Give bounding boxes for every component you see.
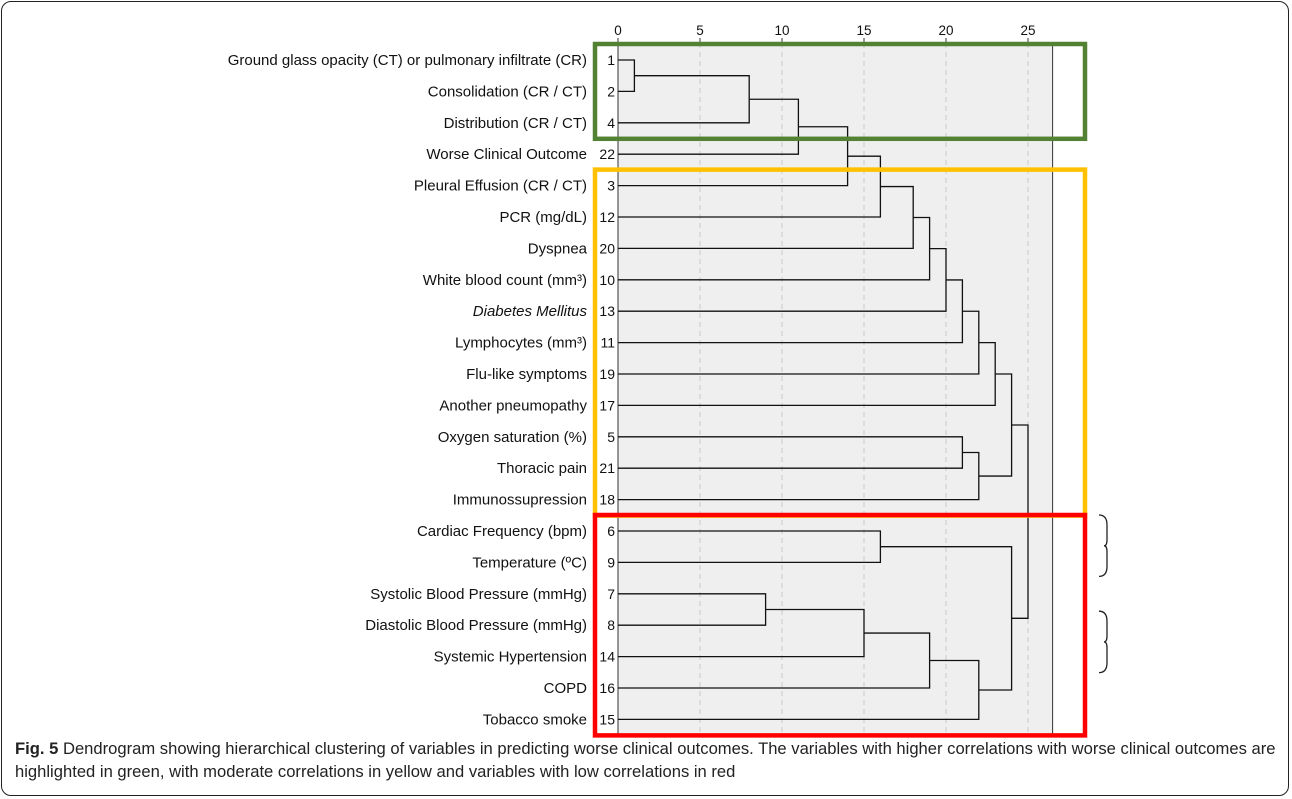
leaf-id: 8 xyxy=(607,617,615,633)
leaf-label: COPD xyxy=(544,680,588,697)
leaf-id: 17 xyxy=(599,397,615,413)
leaf-id: 9 xyxy=(607,554,615,570)
leaf-label: Diabetes Mellitus xyxy=(473,303,588,320)
leaf-id: 15 xyxy=(599,711,615,727)
leaf-id: 13 xyxy=(599,303,615,319)
leaf-id: 6 xyxy=(607,523,615,539)
leaf-label: Consolidation (CR / CT) xyxy=(428,83,587,100)
caption-label: Fig. 5 xyxy=(15,739,59,758)
x-tick-label-25: 25 xyxy=(1020,23,1035,38)
leaf-label: Flu-like symptoms xyxy=(466,366,587,383)
leaf-label: Temperature (ºC) xyxy=(472,554,587,571)
leaf-id: 21 xyxy=(599,460,615,476)
bracket-mark xyxy=(1098,514,1108,578)
highlight-box xyxy=(592,41,1088,142)
leaf-label: Oxygen saturation (%) xyxy=(438,429,587,446)
leaf-label: Thoracic pain xyxy=(497,460,587,477)
leaf-id: 5 xyxy=(607,429,615,445)
leaf-id: 18 xyxy=(599,492,615,508)
leaf-label: Another pneumopathy xyxy=(439,397,587,414)
leaf-id: 4 xyxy=(607,115,615,131)
x-tick-label-10: 10 xyxy=(774,23,789,38)
leaf-id: 20 xyxy=(599,240,615,256)
leaf-id: 7 xyxy=(607,586,615,602)
highlight-box xyxy=(592,512,1088,738)
leaf-label: Tobacco smoke xyxy=(483,711,587,728)
bracket-mark xyxy=(1098,610,1108,674)
leaf-label: Cardiac Frequency (bpm) xyxy=(417,523,587,540)
leaf-id: 12 xyxy=(599,209,615,225)
leaf-label: Ground glass opacity (CT) or pulmonary i… xyxy=(228,52,587,69)
dendrogram-link xyxy=(1011,424,1029,619)
leaf-id: 10 xyxy=(599,272,615,288)
leaf-id: 19 xyxy=(599,366,615,382)
leaf-label: Lymphocytes (mm³) xyxy=(455,335,587,352)
leaf-label: Dyspnea xyxy=(528,240,588,257)
leaf-label: Pleural Effusion (CR / CT) xyxy=(414,178,587,195)
leaf-label: Diastolic Blood Pressure (mmHg) xyxy=(365,617,587,634)
x-tick-label-5: 5 xyxy=(696,23,704,38)
leaf-label: Distribution (CR / CT) xyxy=(444,115,587,132)
leaf-id: 11 xyxy=(600,335,615,351)
leaf-id: 14 xyxy=(599,649,615,665)
leaf-label: PCR (mg/dL) xyxy=(499,209,587,226)
plot-area xyxy=(617,42,1054,737)
leaf-id: 22 xyxy=(599,146,615,162)
leaf-id: 1 xyxy=(607,52,615,68)
leaf-label: White blood count (mm³) xyxy=(423,272,587,289)
leaf-id: 2 xyxy=(607,83,615,99)
x-tick-label-15: 15 xyxy=(856,23,871,38)
x-tick-label-0: 0 xyxy=(614,23,622,38)
caption-text: Dendrogram showing hierarchical clusteri… xyxy=(15,739,1276,781)
figure-caption: Fig. 5 Dendrogram showing hierarchical c… xyxy=(15,737,1277,783)
leaf-label: Immunossupression xyxy=(453,492,587,509)
leaf-id: 16 xyxy=(599,680,615,696)
leaf-id: 3 xyxy=(607,178,615,194)
leaf-label: Systolic Blood Pressure (mmHg) xyxy=(370,586,587,603)
leaf-label: Systemic Hypertension xyxy=(434,649,587,666)
x-tick-label-20: 20 xyxy=(938,23,953,38)
leaf-label: Worse Clinical Outcome xyxy=(426,146,587,163)
